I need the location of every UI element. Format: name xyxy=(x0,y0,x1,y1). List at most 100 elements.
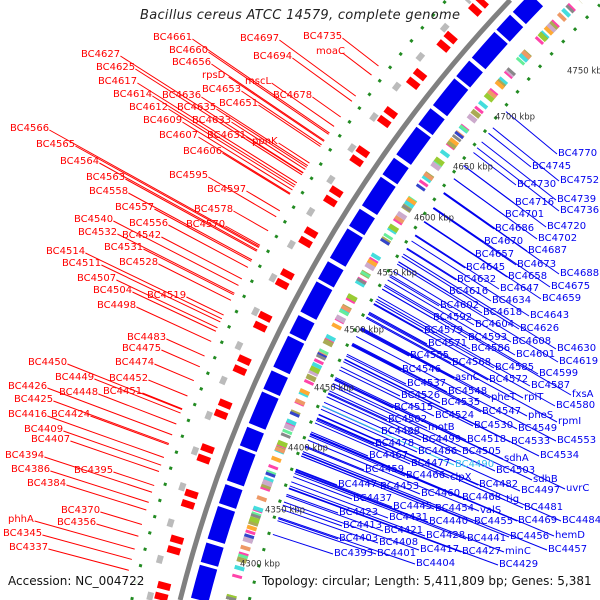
gene-label-BC4483[interactable]: BC4483 xyxy=(127,332,167,343)
gene-label-BC4673[interactable]: BC4673 xyxy=(517,259,557,270)
gene-label-BC4660[interactable]: BC4660 xyxy=(169,45,209,56)
gene-label-sdhA[interactable]: sdhA xyxy=(504,453,529,464)
gene-label-tig[interactable]: tig xyxy=(506,494,520,505)
gene-label-BC4619[interactable]: BC4619 xyxy=(559,356,599,367)
gene-label-BC4437[interactable]: BC4437 xyxy=(353,493,393,504)
gene-label-BC4425[interactable]: BC4425 xyxy=(14,394,54,405)
gene-label-BC4514[interactable]: BC4514 xyxy=(46,246,86,257)
gene-label-BC4384[interactable]: BC4384 xyxy=(27,478,67,489)
gene-label-BC4592[interactable]: BC4592 xyxy=(433,312,473,323)
gene-label-BC4634[interactable]: BC4634 xyxy=(492,295,532,306)
gene-label-BC4459[interactable]: BC4459 xyxy=(365,464,405,475)
gene-label-BC4445[interactable]: BC4445 xyxy=(393,501,433,512)
gene-label-BC4337[interactable]: BC4337 xyxy=(9,542,49,553)
gene-label-rpmI[interactable]: rpmI xyxy=(558,416,582,427)
gene-label-BC4504[interactable]: BC4504 xyxy=(93,285,133,296)
gene-label-BC4528[interactable]: BC4528 xyxy=(119,257,159,268)
gene-label-BC4395[interactable]: BC4395 xyxy=(74,465,114,476)
gene-label-BC4687[interactable]: BC4687 xyxy=(528,245,568,256)
gene-label-BC4505[interactable]: BC4505 xyxy=(462,446,502,457)
gene-label-BC4393[interactable]: BC4393 xyxy=(334,548,374,559)
gene-label-BC4534[interactable]: BC4534 xyxy=(540,450,580,461)
gene-label-BC4345[interactable]: BC4345 xyxy=(3,528,43,539)
gene-label-BC4607[interactable]: BC4607 xyxy=(159,130,199,141)
gene-label-BC4460[interactable]: BC4460 xyxy=(421,488,461,499)
gene-label-BC4656[interactable]: BC4656 xyxy=(172,57,212,68)
gene-label-BC4616[interactable]: BC4616 xyxy=(449,286,489,297)
gene-label-BC4440[interactable]: BC4440 xyxy=(429,516,469,527)
gene-label-BC4770[interactable]: BC4770 xyxy=(558,148,598,159)
gene-label-BC4484[interactable]: BC4484 xyxy=(562,515,600,526)
gene-label-BC4597[interactable]: BC4597 xyxy=(207,184,247,195)
gene-label-BC4519[interactable]: BC4519 xyxy=(147,290,187,301)
gene-label-BC4478[interactable]: BC4478 xyxy=(375,438,415,449)
gene-label-BC4658[interactable]: BC4658 xyxy=(508,271,548,282)
gene-label-BC4587[interactable]: BC4587 xyxy=(531,380,571,391)
gene-label-BC4482[interactable]: BC4482 xyxy=(479,479,519,490)
gene-label-BC4457[interactable]: BC4457 xyxy=(548,544,588,555)
gene-label-BC4602[interactable]: BC4602 xyxy=(440,300,480,311)
gene-label-BC4617[interactable]: BC4617 xyxy=(98,76,138,87)
gene-label-BC4633[interactable]: BC4633 xyxy=(192,115,232,126)
gene-label-BC4533[interactable]: BC4533 xyxy=(511,436,551,447)
gene-label-BC4549[interactable]: BC4549 xyxy=(518,423,558,434)
gene-label-BC4614[interactable]: BC4614 xyxy=(113,89,153,100)
gene-label-BC4497[interactable]: BC4497 xyxy=(521,485,561,496)
gene-label-BC4429[interactable]: BC4429 xyxy=(499,559,539,570)
gene-label-BC4659[interactable]: BC4659 xyxy=(542,293,582,304)
gene-label-BC4697[interactable]: BC4697 xyxy=(240,33,280,44)
gene-label-BC4531[interactable]: BC4531 xyxy=(104,242,144,253)
gene-label-BC4474[interactable]: BC4474 xyxy=(115,357,155,368)
gene-label-BC4546[interactable]: BC4546 xyxy=(402,364,442,375)
gene-label-pheS[interactable]: pheS xyxy=(528,410,554,421)
gene-label-BC4593[interactable]: BC4593 xyxy=(468,332,508,343)
gene-label-mscL[interactable]: mscL xyxy=(245,76,272,87)
gene-label-ppnK[interactable]: ppnK xyxy=(252,136,278,147)
gene-label-BC4451[interactable]: BC4451 xyxy=(103,386,143,397)
gene-label-BC4678[interactable]: BC4678 xyxy=(273,90,313,101)
gene-label-BC4488[interactable]: BC4488 xyxy=(381,426,421,437)
gene-label-BC4720[interactable]: BC4720 xyxy=(547,221,587,232)
gene-label-moaC[interactable]: moaC xyxy=(316,46,345,57)
gene-label-BC4547[interactable]: BC4547 xyxy=(482,406,522,417)
gene-label-BC4736[interactable]: BC4736 xyxy=(560,205,600,216)
gene-label-BC4563[interactable]: BC4563 xyxy=(86,172,126,183)
gene-label-pheT[interactable]: pheT xyxy=(491,392,516,403)
gene-label-BC4553[interactable]: BC4553 xyxy=(557,435,597,446)
gene-label-BC4675[interactable]: BC4675 xyxy=(551,281,591,292)
gene-label-BC4599[interactable]: BC4599 xyxy=(539,368,579,379)
gene-label-BC4511[interactable]: BC4511 xyxy=(62,258,102,269)
gene-label-BC4608[interactable]: BC4608 xyxy=(512,336,552,347)
gene-label-BC4409[interactable]: BC4409 xyxy=(24,424,64,435)
gene-label-BC4503[interactable]: BC4503 xyxy=(496,465,536,476)
gene-label-BC4530[interactable]: BC4530 xyxy=(474,420,514,431)
gene-label-BC4518[interactable]: BC4518 xyxy=(467,434,507,445)
gene-label-BC4456[interactable]: BC4456 xyxy=(510,531,550,542)
gene-label-BC4585[interactable]: BC4585 xyxy=(495,362,535,373)
gene-label-clpX[interactable]: clpX xyxy=(450,472,472,483)
gene-label-BC4626[interactable]: BC4626 xyxy=(520,323,560,334)
gene-label-BC4651[interactable]: BC4651 xyxy=(219,98,259,109)
gene-label-BC4625[interactable]: BC4625 xyxy=(96,62,136,73)
gene-label-BC4735[interactable]: BC4735 xyxy=(303,31,343,42)
gene-label-BC4426[interactable]: BC4426 xyxy=(8,381,48,392)
gene-label-BC4428[interactable]: BC4428 xyxy=(426,530,466,541)
gene-label-fxsA[interactable]: fxsA xyxy=(572,389,594,400)
gene-label-BC4566[interactable]: BC4566 xyxy=(10,123,50,134)
gene-label-BC4647[interactable]: BC4647 xyxy=(500,283,540,294)
gene-label-BC4421[interactable]: BC4421 xyxy=(384,525,424,536)
gene-label-sdhB[interactable]: sdhB xyxy=(533,474,558,485)
gene-label-BC4469[interactable]: BC4469 xyxy=(518,515,558,526)
gene-label-BC4612[interactable]: BC4612 xyxy=(129,102,169,113)
gene-label-BC4568[interactable]: BC4568 xyxy=(452,357,492,368)
gene-label-BC4453[interactable]: BC4453 xyxy=(380,481,420,492)
gene-label-BC4535[interactable]: BC4535 xyxy=(441,397,481,408)
gene-label-BC4686[interactable]: BC4686 xyxy=(495,223,535,234)
gene-label-BC4466[interactable]: BC4466 xyxy=(406,470,446,481)
gene-label-BC4498[interactable]: BC4498 xyxy=(97,300,137,311)
gene-label-BC4556[interactable]: BC4556 xyxy=(129,218,169,229)
gene-label-BC4424[interactable]: BC4424 xyxy=(51,409,91,420)
gene-label-BC4403[interactable]: BC4403 xyxy=(339,533,379,544)
gene-label-BC4564[interactable]: BC4564 xyxy=(60,156,100,167)
gene-label-BC4579[interactable]: BC4579 xyxy=(424,325,464,336)
